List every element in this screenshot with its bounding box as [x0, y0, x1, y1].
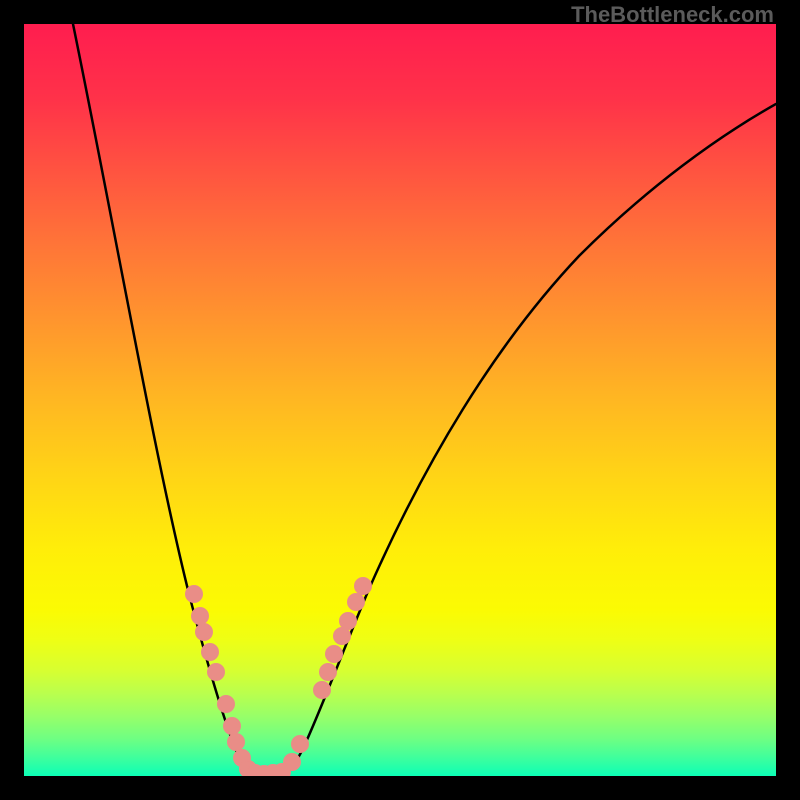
data-marker	[224, 718, 241, 735]
data-marker	[196, 624, 213, 641]
data-marker	[320, 664, 337, 681]
data-marker	[292, 736, 309, 753]
data-marker	[208, 664, 225, 681]
data-marker	[340, 613, 357, 630]
data-marker	[228, 734, 245, 751]
data-marker	[186, 586, 203, 603]
data-marker	[202, 644, 219, 661]
curve-left-branch	[73, 24, 253, 776]
plot-area	[24, 24, 776, 776]
chart-container: TheBottleneck.com	[0, 0, 800, 800]
data-marker	[218, 696, 235, 713]
data-marker	[326, 646, 343, 663]
watermark-text: TheBottleneck.com	[571, 2, 774, 28]
data-marker	[284, 754, 301, 771]
data-marker	[348, 594, 365, 611]
data-marker	[192, 608, 209, 625]
curve-overlay	[24, 24, 776, 776]
data-marker	[355, 578, 372, 595]
data-marker	[314, 682, 331, 699]
data-markers	[186, 578, 372, 777]
curve-right-branch	[282, 104, 776, 776]
data-marker	[334, 628, 351, 645]
